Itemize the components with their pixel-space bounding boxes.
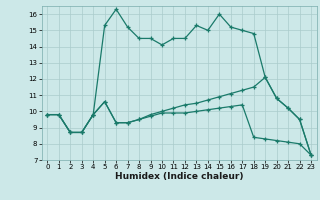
X-axis label: Humidex (Indice chaleur): Humidex (Indice chaleur) bbox=[115, 172, 244, 181]
